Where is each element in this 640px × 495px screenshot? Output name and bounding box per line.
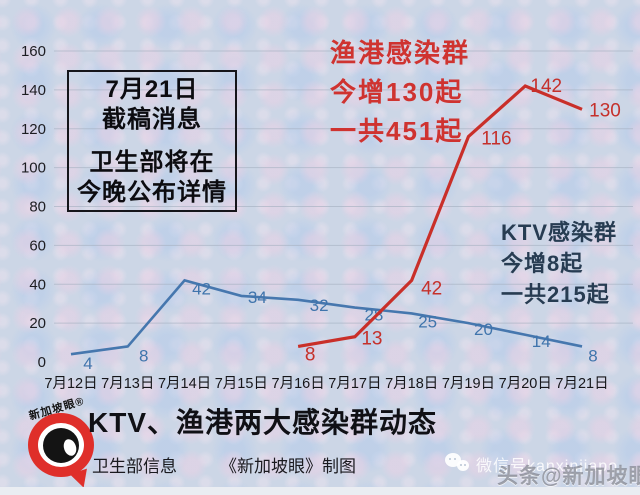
x-axis-label: 7月17日 bbox=[328, 376, 381, 392]
toutiao-watermark: 头条@新加坡眼 bbox=[497, 465, 640, 488]
note-paragraph-2: 卫生部将在 今晚公布详情 bbox=[69, 148, 235, 208]
data-point-label: 25 bbox=[418, 312, 437, 331]
wechat-eye-dot bbox=[464, 464, 466, 466]
note-line-2: 截稿消息 bbox=[102, 105, 202, 133]
wechat-eye-dot bbox=[460, 464, 462, 466]
data-point-label: 8 bbox=[305, 344, 316, 365]
x-axis-label: 7月15日 bbox=[215, 376, 268, 392]
note-paragraph-1: 7月21日 截稿消息 bbox=[69, 75, 235, 135]
x-axis-label: 7月12日 bbox=[44, 376, 97, 392]
data-point-label: 4 bbox=[83, 354, 92, 373]
data-source-label: 卫生部信息 bbox=[92, 457, 177, 476]
data-point-label: 116 bbox=[481, 129, 511, 150]
x-axis-label: 7月16日 bbox=[272, 376, 325, 392]
data-point-label: 8 bbox=[139, 346, 148, 365]
note-line-1: 7月21日 bbox=[105, 75, 199, 103]
annotation-ktv-cluster: KTV感染群 今增8起 一共215起 bbox=[501, 217, 617, 310]
data-point-label: 8 bbox=[588, 346, 597, 365]
data-point-label: 34 bbox=[248, 288, 267, 307]
data-point-label: 28 bbox=[364, 306, 383, 325]
x-axis-label: 7月13日 bbox=[101, 376, 154, 392]
annotation-ktv-title: KTV感染群 bbox=[501, 220, 618, 245]
cluster-trend-chart: 0 20 40 60 80 100 120 140 160 7月12日 7月13日 7月14日 7月15… bbox=[21, 43, 633, 392]
data-point-label: 142 bbox=[530, 76, 562, 97]
data-point-label: 42 bbox=[421, 278, 442, 299]
y-axis-label: 40 bbox=[29, 276, 46, 293]
bottom-edge-strip bbox=[0, 487, 640, 495]
singaporeeye-logo: 新加坡眼® bbox=[16, 395, 116, 493]
annotation-yugang-title: 渔港感染群 bbox=[330, 38, 471, 68]
wechat-eye-dot bbox=[449, 458, 451, 460]
annotation-ktv-new-cases: 今增8起 bbox=[501, 251, 584, 276]
ktv-series-line bbox=[70, 278, 583, 356]
x-axis-label: 7月19日 bbox=[442, 376, 495, 392]
y-axis-label: 160 bbox=[21, 43, 46, 60]
data-point-label: 13 bbox=[361, 329, 382, 350]
wechat-eye-dot bbox=[454, 458, 456, 460]
y-axis-label: 80 bbox=[29, 199, 46, 216]
y-axis-label: 120 bbox=[21, 121, 46, 138]
wechat-watermark: 微信号kanxinjiapo bbox=[445, 452, 618, 476]
x-axis-label: 7月20日 bbox=[499, 376, 552, 392]
wechat-id-text: 微信号kanxinjiapo bbox=[476, 458, 619, 475]
deadline-note-box: 7月21日 截稿消息 卫生部将在 今晚公布详情 bbox=[67, 70, 237, 212]
credit-label: 《新加坡眼》制图 bbox=[220, 457, 356, 476]
annotation-fishing-port-cluster: 渔港感染群 今增130起 一共451起 bbox=[330, 34, 470, 151]
x-axis-label: 7月21日 bbox=[555, 376, 608, 392]
annotation-ktv-total-cases: 一共215起 bbox=[501, 282, 610, 307]
y-axis-label: 100 bbox=[21, 160, 46, 177]
y-axis-label: 20 bbox=[29, 315, 46, 332]
wechat-bubble-small bbox=[457, 460, 469, 471]
note-line-3: 卫生部将在 bbox=[89, 148, 215, 176]
data-point-label: 130 bbox=[589, 100, 621, 121]
data-point-label: 14 bbox=[532, 332, 551, 351]
chart-title: KTV、渔港两大感染群动态 bbox=[88, 407, 438, 438]
fishing-port-series-line bbox=[297, 84, 583, 349]
x-axis-label: 7月14日 bbox=[158, 376, 211, 392]
y-axis-label: 140 bbox=[21, 82, 46, 99]
y-axis-label: 0 bbox=[38, 354, 46, 371]
wechat-icon bbox=[445, 453, 471, 475]
note-line-4: 今晚公布详情 bbox=[77, 178, 227, 206]
data-point-label: 42 bbox=[192, 279, 211, 298]
data-point-label: 20 bbox=[474, 320, 493, 339]
data-point-label: 32 bbox=[310, 296, 329, 315]
y-axis-label: 60 bbox=[29, 237, 46, 254]
annotation-yugang-new-cases: 今增130起 bbox=[330, 77, 464, 107]
x-axis-label: 7月18日 bbox=[385, 376, 438, 392]
annotation-yugang-total-cases: 一共451起 bbox=[330, 116, 464, 146]
